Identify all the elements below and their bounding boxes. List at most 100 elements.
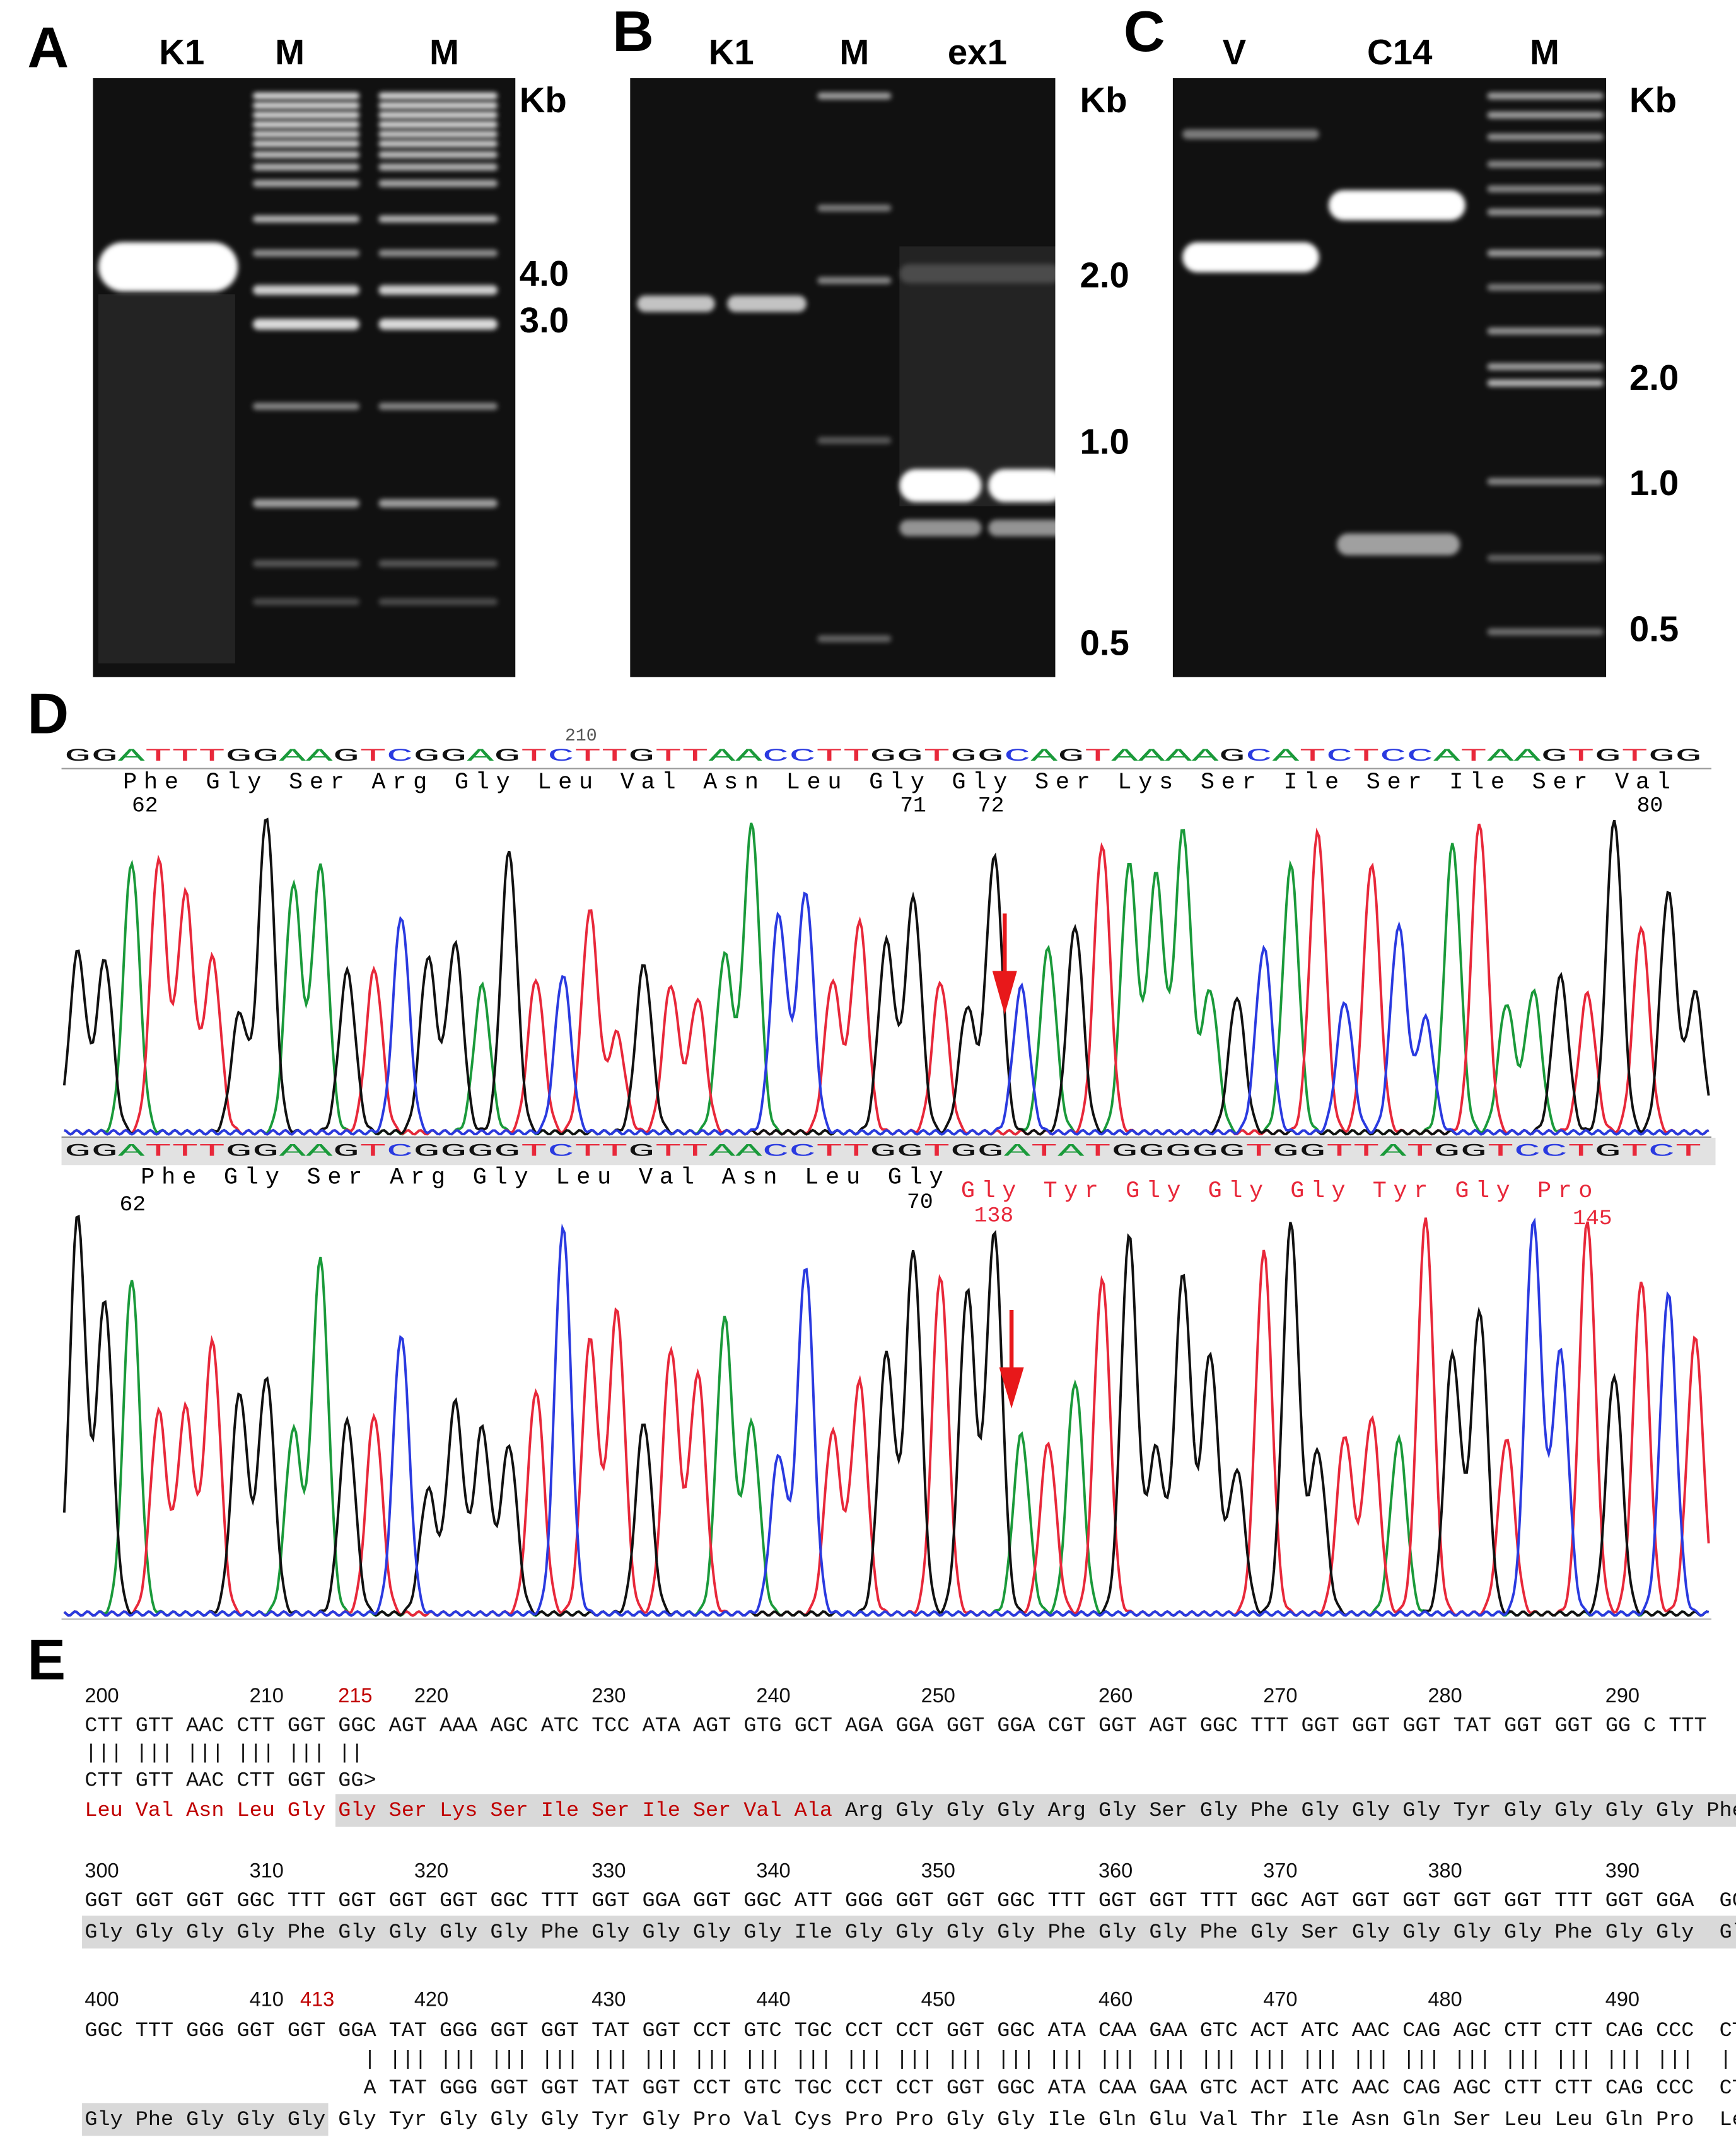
gel-band	[378, 163, 498, 171]
translation-highlight	[82, 2103, 329, 2136]
gel-band	[378, 249, 498, 257]
base: T	[923, 747, 950, 767]
base: G	[252, 747, 279, 767]
position-number: 380	[1428, 1859, 1462, 1882]
base: T	[1353, 747, 1380, 767]
mutant-amino-acids: Gly Tyr Gly Gly Gly Tyr Gly Pro	[961, 1178, 1592, 1205]
base: A	[1030, 747, 1057, 767]
gel-band	[988, 520, 1065, 537]
gel-band	[378, 131, 498, 138]
base: G	[413, 747, 440, 767]
base: C	[1541, 1142, 1568, 1162]
base: C	[1326, 747, 1353, 767]
position-number: 320	[414, 1859, 448, 1882]
base: G	[628, 1142, 655, 1162]
position-number: 450	[921, 1987, 955, 2010]
position-number: 330	[591, 1859, 626, 1882]
gel-band	[1487, 477, 1604, 485]
gel-band	[378, 92, 498, 100]
base: C	[1245, 747, 1273, 767]
size-unit: Kb	[1080, 80, 1127, 120]
gel-band	[253, 151, 360, 158]
base: T	[655, 1142, 682, 1162]
trace	[64, 822, 1710, 1136]
base: A	[279, 1142, 306, 1162]
base: C	[789, 747, 816, 767]
lane-label: K1	[709, 32, 754, 72]
gel-band	[1487, 249, 1604, 257]
base: G	[1675, 747, 1702, 767]
gel-band	[1487, 208, 1604, 216]
base: T	[1085, 747, 1112, 767]
base: G	[1299, 1142, 1326, 1162]
base: A	[467, 747, 494, 767]
base: C	[762, 1142, 789, 1162]
base: T	[1621, 1142, 1648, 1162]
base: T	[172, 1142, 199, 1162]
base: T	[199, 1142, 226, 1162]
base: T	[574, 747, 602, 767]
base: G	[1541, 747, 1568, 767]
base-strip	[61, 1137, 1716, 1166]
translation-highlight	[82, 1916, 1736, 1949]
gel-band	[1182, 242, 1319, 272]
base: A	[735, 747, 762, 767]
base: C	[789, 1142, 816, 1162]
panel-letter: D	[27, 682, 69, 746]
base: C	[1380, 747, 1407, 767]
gel-band	[253, 180, 360, 187]
trace	[62, 1214, 1710, 1617]
sequence: GGC TTT GGG GGT GGT GGA TAT GGG GGT GGT …	[84, 2019, 1736, 2042]
base: G	[333, 747, 360, 767]
size-label: 0.5	[1629, 609, 1679, 649]
gel-band	[253, 402, 360, 410]
panel-letter: E	[27, 1629, 66, 1692]
gel-band	[1329, 190, 1465, 221]
base: G	[1595, 747, 1622, 767]
trace	[62, 817, 1710, 1136]
base: G	[91, 1142, 118, 1162]
base: T	[1487, 1142, 1514, 1162]
base: C	[547, 747, 574, 767]
base: T	[1675, 1142, 1702, 1162]
gel-band	[817, 635, 892, 643]
gel	[630, 78, 1056, 677]
translation: Gly Gly Gly Gly Phe Gly Gly Gly Gly Phe …	[84, 1921, 1736, 1944]
gel-band	[378, 140, 498, 148]
size-label: 0.5	[1080, 623, 1129, 662]
base: C	[1648, 1142, 1675, 1162]
base: G	[950, 747, 977, 767]
size-label: 4.0	[520, 254, 569, 293]
sequence: GGT GGT GGT GGC TTT GGT GGT GGT GGC TTT …	[84, 1889, 1736, 1912]
base: G	[1219, 1142, 1246, 1162]
gel-band	[817, 436, 892, 444]
sequence: CTT GTT AAC CTT GGT GGC AGT AAA AGC ATC …	[84, 1714, 1706, 1738]
base: T	[816, 747, 843, 767]
base: G	[64, 747, 91, 767]
residue-number: 71	[900, 793, 926, 818]
base: A	[1004, 1142, 1031, 1162]
gel-band	[1487, 327, 1604, 335]
base: T	[145, 747, 172, 767]
base: T	[682, 1142, 709, 1162]
base: G	[870, 1142, 897, 1162]
translation: Leu Val Asn Leu Gly Gly Ser Lys Ser Ile …	[84, 1799, 832, 1822]
size-label: 2.0	[1629, 358, 1679, 397]
base: G	[494, 747, 521, 767]
lane-label: M	[839, 32, 869, 72]
gel-band	[378, 560, 498, 567]
size-unit: Kb	[1629, 80, 1677, 120]
base: T	[1407, 1142, 1434, 1162]
position-number: 420	[414, 1987, 448, 2010]
lane-label: K1	[159, 32, 204, 72]
base: T	[923, 1142, 950, 1162]
base: T	[1245, 1142, 1273, 1162]
base: G	[628, 747, 655, 767]
arrow-head	[992, 971, 1017, 1015]
gel-band	[253, 499, 360, 508]
base: T	[682, 747, 709, 767]
base: A	[709, 747, 736, 767]
base: T	[601, 1142, 628, 1162]
base: A	[1380, 1142, 1407, 1162]
